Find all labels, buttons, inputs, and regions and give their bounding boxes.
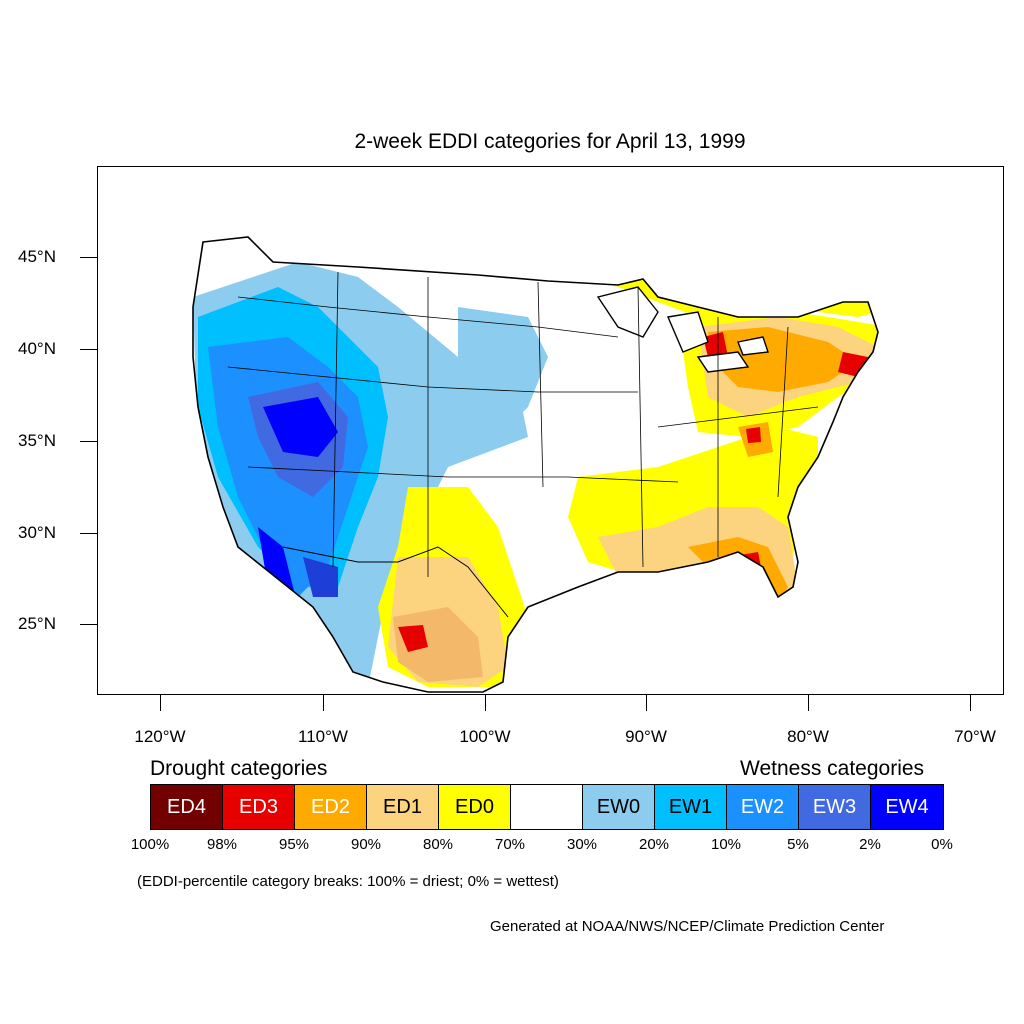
dry-region-ne-ed3-a	[703, 332, 728, 357]
legend-break-label: 10%	[710, 836, 742, 853]
dry-region-fl-ed3	[763, 597, 793, 642]
wetness-heading: Wetness categories	[740, 757, 925, 780]
legend-break-label: 95%	[278, 836, 310, 853]
lon-tick-120	[160, 695, 161, 711]
legend-break-label: 5%	[787, 836, 809, 853]
legend-break-label: 80%	[422, 836, 454, 853]
wet-region-ew4-sonora	[303, 557, 338, 597]
legend-cell-ed3: ED3	[223, 785, 295, 829]
lat-label-35: 35°N	[18, 431, 56, 450]
dry-region-sw-ed3	[398, 625, 428, 652]
eddi-map	[192, 236, 879, 693]
lat-tick-35	[80, 441, 97, 442]
legend-break-label: 100%	[130, 836, 170, 853]
lon-label-80: 80°W	[787, 727, 829, 746]
legend-cell-ew3: EW3	[799, 785, 871, 829]
lon-label-70: 70°W	[954, 727, 996, 746]
great-lakes	[596, 286, 769, 373]
legend-cell-ed4: ED4	[151, 785, 223, 829]
lon-tick-110	[323, 695, 324, 711]
legend-break-label: 98%	[206, 836, 238, 853]
legend-cell-ew4: EW4	[871, 785, 943, 829]
legend-break-label: 70%	[494, 836, 526, 853]
lon-label-90: 90°W	[625, 727, 667, 746]
lat-tick-30	[80, 533, 97, 534]
wet-region-plains-ew0	[458, 307, 548, 437]
lat-label-25: 25°N	[18, 614, 56, 633]
coastline	[192, 236, 879, 693]
credit-text: Generated at NOAA/NWS/NCEP/Climate Predi…	[490, 918, 885, 935]
mexico-border	[282, 546, 509, 618]
legend-cell-neutral	[511, 785, 583, 829]
drought-heading: Drought categories	[150, 757, 328, 780]
legend-break-label: 90%	[350, 836, 382, 853]
map-panel	[97, 166, 1004, 695]
lon-tick-70	[970, 695, 971, 711]
legend-cell-ew2: EW2	[727, 785, 799, 829]
legend-break-label: 20%	[638, 836, 670, 853]
legend-break-label: 30%	[566, 836, 598, 853]
legend-cell-ew1: EW1	[655, 785, 727, 829]
legend-break-label: 0%	[931, 836, 953, 853]
dry-region-ky-ed3	[746, 427, 761, 443]
lat-label-45: 45°N	[18, 247, 56, 266]
legend-cell-ew0: EW0	[583, 785, 655, 829]
lon-tick-100	[485, 695, 486, 711]
lat-tick-45	[80, 257, 97, 258]
lon-tick-80	[808, 695, 809, 711]
legend-break-label: 2%	[859, 836, 881, 853]
lat-tick-40	[80, 349, 97, 350]
lon-label-110: 110°W	[298, 727, 348, 746]
lat-label-40: 40°N	[18, 339, 56, 358]
legend-cell-ed0: ED0	[439, 785, 511, 829]
state-borders	[227, 271, 819, 577]
legend-cell-ed1: ED1	[367, 785, 439, 829]
legend-colorbar: ED4 ED3 ED2 ED1 ED0 EW0 EW1 EW2 EW3 EW4	[150, 784, 944, 830]
legend-note: (EDDI-percentile category breaks: 100% =…	[137, 873, 559, 890]
lat-tick-25	[80, 624, 97, 625]
lat-label-30: 30°N	[18, 523, 56, 542]
wet-region-ew4	[263, 397, 338, 457]
legend-cell-ed2: ED2	[295, 785, 367, 829]
map-title: 2-week EDDI categories for April 13, 199…	[354, 130, 746, 153]
lon-label-120: 120°W	[134, 727, 186, 746]
lon-label-100: 100°W	[459, 727, 511, 746]
lon-tick-90	[646, 695, 647, 711]
